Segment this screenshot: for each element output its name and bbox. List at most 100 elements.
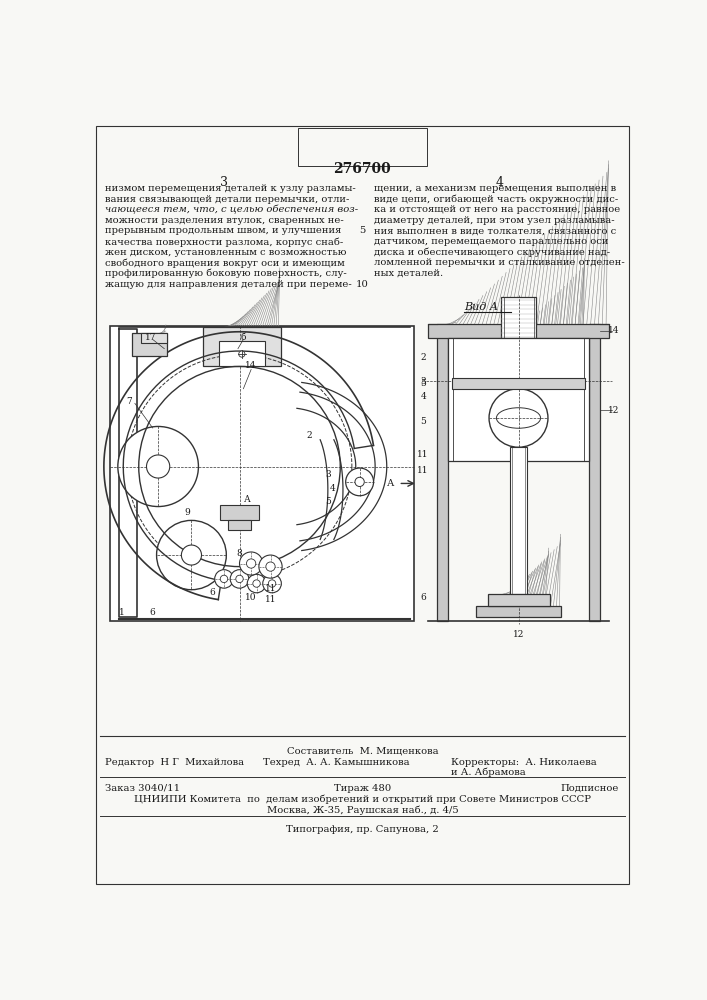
- Text: 11: 11: [264, 584, 276, 593]
- Circle shape: [156, 520, 226, 590]
- Text: Типография, пр. Сапунова, 2: Типография, пр. Сапунова, 2: [286, 825, 439, 834]
- Bar: [228, 520, 251, 530]
- Text: виде цепи, огибающей часть окружности дис-: виде цепи, огибающей часть окружности ди…: [373, 195, 618, 204]
- Text: датчиком, перемещаемого параллельно оси: датчиком, перемещаемого параллельно оси: [373, 237, 608, 246]
- Text: 276700: 276700: [333, 162, 391, 176]
- Text: ЦНИИПИ Комитета  по  делам изобретений и открытий при Совете Министров СССР: ЦНИИПИ Комитета по делам изобретений и о…: [134, 795, 591, 804]
- Text: Тираж 480: Тираж 480: [334, 784, 392, 793]
- Text: жен диском, установленным с возможностью: жен диском, установленным с возможностью: [105, 248, 347, 257]
- Circle shape: [247, 559, 256, 568]
- Text: А: А: [387, 479, 395, 488]
- Text: Вид А: Вид А: [464, 302, 498, 312]
- Text: 14: 14: [608, 326, 619, 335]
- Circle shape: [221, 575, 228, 583]
- Text: диаметру деталей, при этом узел разламыва-: диаметру деталей, при этом узел разламыв…: [373, 216, 614, 225]
- Text: 12: 12: [608, 406, 619, 415]
- Text: 3: 3: [220, 176, 228, 189]
- Bar: [132, 333, 167, 356]
- Bar: [220, 505, 259, 520]
- Circle shape: [182, 545, 201, 565]
- Text: 10: 10: [356, 280, 368, 289]
- Text: 11: 11: [264, 595, 276, 604]
- Text: 11: 11: [417, 466, 429, 475]
- Bar: [298, 128, 427, 166]
- Text: Техред  А. А. Камышникова: Техред А. А. Камышникова: [263, 758, 409, 767]
- Text: 9: 9: [185, 508, 190, 517]
- Text: 7: 7: [127, 397, 132, 406]
- Text: Корректоры:  А. Николаева: Корректоры: А. Николаева: [451, 758, 597, 767]
- Text: 6: 6: [420, 593, 426, 602]
- Circle shape: [489, 389, 548, 447]
- Bar: [437, 324, 448, 620]
- Text: 11: 11: [417, 450, 429, 459]
- Circle shape: [118, 426, 199, 507]
- Text: прерывным продольным швом, и улучшения: прерывным продольным швом, и улучшения: [105, 226, 341, 235]
- Text: низмом перемещения деталей к узлу разламы-: низмом перемещения деталей к узлу разлам…: [105, 184, 356, 193]
- Text: 4: 4: [495, 176, 503, 189]
- Text: диска и обеспечивающего скручивание над-: диска и обеспечивающего скручивание над-: [373, 248, 609, 257]
- Text: А: А: [244, 495, 251, 504]
- Circle shape: [259, 555, 282, 578]
- Circle shape: [247, 574, 266, 593]
- Bar: [501, 297, 537, 338]
- Text: 17: 17: [145, 333, 156, 342]
- Text: жащую для направления деталей при переме-: жащую для направления деталей при переме…: [105, 280, 352, 289]
- Text: Составитель  М. Мищенкова: Составитель М. Мищенкова: [287, 747, 438, 756]
- Bar: [110, 326, 414, 620]
- Text: чающееся тем, что, с целью обеспечения воз-: чающееся тем, что, с целью обеспечения в…: [105, 205, 358, 214]
- Bar: [488, 594, 549, 606]
- Circle shape: [266, 562, 275, 571]
- Circle shape: [230, 570, 249, 588]
- Bar: [589, 324, 600, 620]
- Bar: [448, 338, 589, 461]
- Text: профилированную боковую поверхность, слу-: профилированную боковую поверхность, слу…: [105, 269, 347, 278]
- Bar: [476, 606, 561, 617]
- Text: ных деталей.: ных деталей.: [373, 269, 443, 278]
- Circle shape: [253, 580, 260, 587]
- Text: 5: 5: [420, 417, 426, 426]
- Text: 5: 5: [420, 379, 426, 388]
- Text: ния выполнен в виде толкателя, связанного с: ния выполнен в виде толкателя, связанног…: [373, 226, 616, 235]
- Text: можности разделения втулок, сваренных не-: можности разделения втулок, сваренных не…: [105, 216, 344, 225]
- Text: 12: 12: [513, 630, 524, 639]
- Text: качества поверхности разлома, корпус снаб-: качества поверхности разлома, корпус сна…: [105, 237, 344, 247]
- Text: свободного вращения вокруг оси и имеющим: свободного вращения вокруг оси и имеющим: [105, 258, 345, 268]
- Circle shape: [240, 552, 263, 575]
- Circle shape: [239, 351, 245, 357]
- Text: 3: 3: [326, 470, 332, 479]
- Text: Редактор  Н Г  Михайлова: Редактор Н Г Михайлова: [105, 758, 245, 767]
- Circle shape: [263, 574, 281, 593]
- Text: 5: 5: [358, 226, 365, 235]
- Text: б: б: [240, 333, 246, 342]
- Bar: [510, 447, 527, 594]
- Text: 3: 3: [421, 377, 426, 386]
- Text: 1: 1: [119, 608, 124, 617]
- Text: 10: 10: [245, 593, 257, 602]
- Text: ломленной перемычки и сталкивание отделен-: ломленной перемычки и сталкивание отделе…: [373, 258, 624, 267]
- Text: 2: 2: [421, 353, 426, 362]
- Circle shape: [215, 570, 233, 588]
- Circle shape: [235, 575, 243, 583]
- Text: 6: 6: [209, 588, 215, 597]
- Text: 5: 5: [326, 497, 332, 506]
- Text: 2: 2: [306, 431, 312, 440]
- Text: 4: 4: [329, 484, 335, 493]
- Text: 8: 8: [237, 549, 243, 558]
- Text: щении, а механизм перемещения выполнен в: щении, а механизм перемещения выполнен в: [373, 184, 616, 193]
- Bar: [203, 327, 281, 366]
- Circle shape: [346, 468, 373, 496]
- Text: 4: 4: [420, 392, 426, 401]
- Bar: [452, 378, 585, 389]
- Circle shape: [355, 477, 364, 487]
- Bar: [218, 341, 265, 366]
- Text: 14: 14: [245, 361, 257, 370]
- Text: вания связывающей детали перемычки, отли-: вания связывающей детали перемычки, отли…: [105, 195, 350, 204]
- Bar: [141, 333, 167, 343]
- Text: 6: 6: [150, 608, 156, 617]
- Circle shape: [269, 580, 276, 587]
- Text: ка и отстоящей от него на расстояние, равное: ка и отстоящей от него на расстояние, ра…: [373, 205, 620, 214]
- Text: Москва, Ж-35, Раушская наб., д. 4/5: Москва, Ж-35, Раушская наб., д. 4/5: [267, 805, 459, 815]
- Text: Заказ 3040/11: Заказ 3040/11: [105, 784, 180, 793]
- Text: Подписное: Подписное: [561, 784, 619, 793]
- Bar: [428, 324, 609, 338]
